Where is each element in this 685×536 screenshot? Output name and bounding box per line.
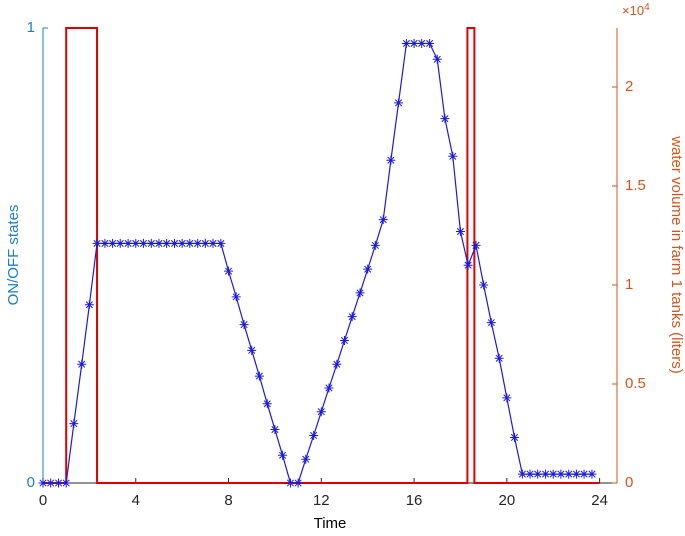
asterisk-marker [224,266,234,276]
x-tick-label: 0 [39,492,47,509]
asterisk-marker [448,151,458,161]
asterisk-marker [571,469,581,479]
asterisk-marker [270,425,280,435]
x-tick-label: 16 [406,492,423,509]
asterisk-marker [339,335,349,345]
asterisk-marker [401,38,411,48]
x-tick-label: 12 [313,492,330,509]
asterisk-marker [425,38,435,48]
asterisk-marker [46,478,56,488]
asterisk-marker [154,238,164,248]
asterisk-marker [262,399,272,409]
y2-tick-label: 0.5 [625,375,646,392]
asterisk-marker [169,238,179,248]
asterisk-marker [54,478,64,488]
exponent-power: 4 [644,2,650,13]
asterisk-marker [138,238,148,248]
asterisk-marker [285,478,295,488]
data-line [43,42,592,484]
asterisk-marker [38,478,48,488]
asterisk-marker [455,227,465,237]
x-tick-label: 20 [498,492,515,509]
asterisk-marker [548,469,558,479]
asterisk-marker [278,450,288,460]
y2-tick-label: 1.5 [625,177,646,194]
asterisk-marker [254,371,264,381]
asterisk-marker [440,114,450,124]
asterisk-marker [502,393,512,403]
asterisk-marker [92,238,102,248]
asterisk-marker [556,469,566,479]
asterisk-marker [517,469,527,479]
asterisk-marker [208,238,218,248]
asterisk-marker [471,240,481,250]
asterisk-marker [432,54,442,64]
asterisk-marker [324,383,334,393]
asterisk-marker [509,432,519,442]
asterisk-marker [316,407,326,417]
asterisk-marker [123,238,133,248]
asterisk-marker [363,264,373,274]
asterisk-marker [84,300,94,310]
x-axis-label: Time [314,515,347,532]
asterisk-marker [100,238,110,248]
asterisk-marker [386,155,396,165]
asterisk-marker [332,359,342,369]
y2-tick-label: 1 [625,276,633,293]
asterisk-marker [239,320,249,330]
asterisk-marker [494,353,504,363]
asterisk-marker [177,238,187,248]
asterisk-marker [370,240,380,250]
asterisk-marker [479,280,489,290]
asterisk-marker [115,238,125,248]
x-tick-label: 8 [224,492,232,509]
data-line [43,27,600,484]
y-tick-label: 0 [27,474,35,491]
asterisk-marker [293,478,303,488]
y2-tick-label: 2 [625,78,633,95]
asterisk-marker [185,238,195,248]
asterisk-marker [216,238,226,248]
asterisk-marker [409,38,419,48]
asterisk-marker [193,238,203,248]
x-tick-label: 4 [132,492,140,509]
asterisk-marker [463,260,473,270]
asterisk-marker [486,318,496,328]
y-tick-label: 1 [27,19,35,36]
asterisk-marker [587,469,597,479]
asterisk-marker [309,430,319,440]
y2-axis-label: water volume in farm 1 tanks (liters) [668,135,685,374]
asterisk-marker [301,454,311,464]
asterisk-marker [247,345,257,355]
asterisk-marker [579,469,589,479]
asterisk-marker [77,359,87,369]
asterisk-marker [394,98,404,108]
asterisk-marker [564,469,574,479]
asterisk-marker [525,469,535,479]
asterisk-marker [69,419,79,429]
asterisk-marker [231,292,241,302]
y2-exponent: ×104 [622,2,650,19]
asterisk-marker [146,238,156,248]
asterisk-marker [378,215,388,225]
y-axis-label: ON/OFF states [5,205,22,306]
asterisk-marker [108,238,118,248]
asterisk-marker [533,469,543,479]
asterisk-marker [131,238,141,248]
asterisk-marker [541,469,551,479]
asterisk-marker [200,238,210,248]
asterisk-marker [417,38,427,48]
exponent-base: ×10 [622,3,644,18]
y2-tick-label: 0 [625,474,633,491]
asterisk-marker [347,312,357,322]
x-tick-label: 24 [591,492,608,509]
asterisk-marker [61,478,71,488]
asterisk-marker [162,238,172,248]
asterisk-marker [355,288,365,298]
